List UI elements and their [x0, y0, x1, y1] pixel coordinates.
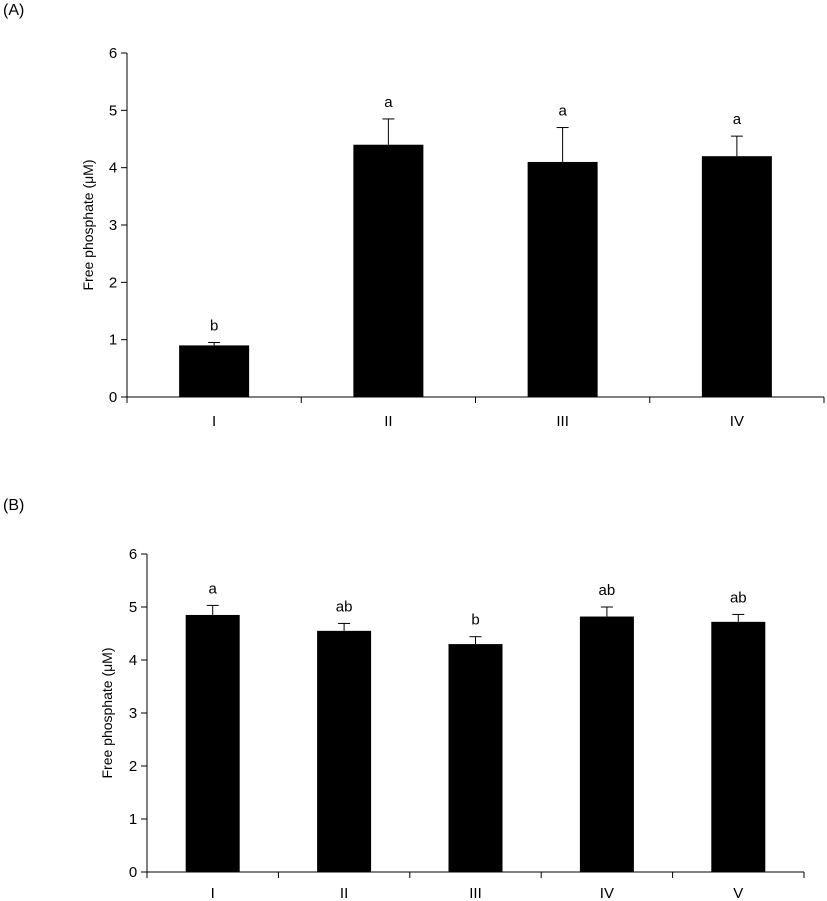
chart-a-bar: [353, 144, 424, 397]
panel-label-b: (B): [3, 497, 25, 514]
chart-b-significance-label: b: [471, 612, 479, 629]
chart-a-significance-label: a: [733, 111, 742, 128]
chart-a-category-label: I: [212, 413, 216, 430]
chart-a-bar: [179, 345, 250, 397]
chart-b-y-tick-label: 5: [129, 599, 137, 616]
chart-b-y-axis-label: Free phosphate (μM): [99, 647, 115, 778]
chart-a-category-label: III: [556, 413, 569, 430]
chart-a-category-label: IV: [730, 413, 744, 430]
chart-b-category-label: I: [211, 885, 215, 901]
chart-b-significance-label: a: [209, 580, 218, 597]
chart-a-y-tick-label: 5: [109, 102, 117, 119]
chart-b-bar: [185, 614, 240, 872]
chart-b-category-label: II: [340, 885, 348, 901]
chart-b-y-tick-label: 0: [129, 864, 137, 881]
chart-b-y-tick-label: 1: [129, 811, 137, 828]
chart-a-bar: [701, 156, 772, 397]
chart-a-category-label: II: [384, 413, 392, 430]
chart-b-y-tick-label: 2: [129, 758, 137, 775]
chart-a-y-tick-label: 3: [109, 217, 117, 234]
chart-b-significance-label: ab: [730, 589, 747, 606]
chart-a-significance-label: a: [558, 103, 567, 120]
chart-a-significance-label: a: [384, 94, 393, 111]
panel-label-a: (A): [3, 2, 25, 19]
chart-a-y-tick-label: 1: [109, 332, 117, 349]
chart-b-y-tick-label: 3: [129, 705, 137, 722]
chart-b-bar: [448, 644, 503, 872]
chart-a-y-tick-label: 2: [109, 274, 117, 291]
chart-a-significance-label: b: [210, 318, 218, 335]
chart-b-category-label: V: [733, 885, 743, 901]
chart-b-category-label: IV: [600, 885, 614, 901]
chart-b-significance-label: ab: [336, 598, 353, 615]
chart-b-significance-label: ab: [599, 582, 616, 599]
chart-b-category-label: III: [469, 885, 482, 901]
chart-a-bar: [527, 161, 598, 397]
chart-a-y-tick-label: 6: [109, 45, 117, 62]
chart-a-y-tick-label: 4: [109, 160, 117, 177]
chart-b-bar: [317, 630, 372, 872]
chart-a-y-axis-label: Free phosphate (μM): [80, 159, 96, 290]
chart-b-y-tick-label: 4: [129, 652, 137, 669]
chart-b-bar: [711, 621, 766, 872]
chart-a-y-tick-label: 0: [109, 389, 117, 406]
chart-b-bar: [579, 616, 634, 872]
chart-b-y-tick-label: 6: [129, 546, 137, 563]
